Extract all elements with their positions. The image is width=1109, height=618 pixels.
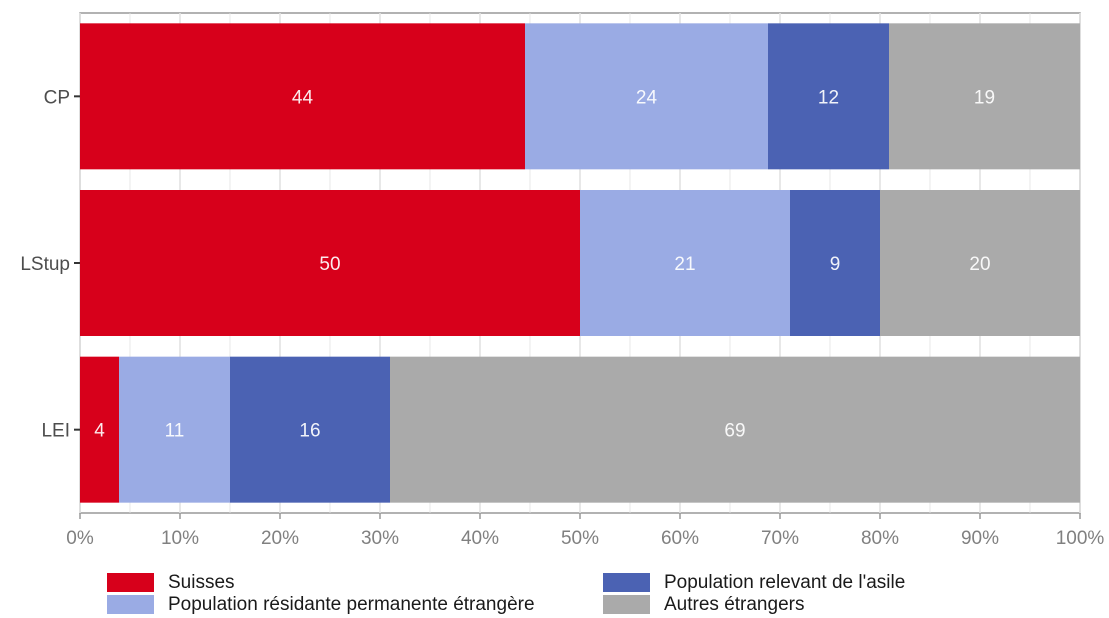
bar-label: 19 bbox=[974, 87, 995, 108]
bar-segment bbox=[119, 356, 230, 503]
bar-labels: 44 24 12 19 50 21 9 20 4 11 16 69 bbox=[94, 87, 995, 441]
bar-label: 9 bbox=[830, 254, 841, 275]
x-tick-label: 40% bbox=[461, 528, 499, 549]
y-tick-label: LStup bbox=[20, 254, 70, 275]
y-tick-label: LEI bbox=[41, 421, 70, 442]
bar-label: 24 bbox=[636, 87, 658, 108]
bar-label: 16 bbox=[299, 421, 320, 442]
bar-segment bbox=[80, 356, 119, 503]
x-tick-label: 50% bbox=[561, 528, 599, 549]
bar-segment bbox=[390, 356, 1080, 503]
bar-segment bbox=[80, 23, 525, 170]
x-tick-label: 80% bbox=[861, 528, 899, 549]
bar-segment bbox=[80, 190, 580, 336]
x-tick-label: 100% bbox=[1056, 528, 1105, 549]
x-tick-label: 90% bbox=[961, 528, 999, 549]
y-axis: CP LStup LEI bbox=[20, 87, 80, 442]
x-tick-label: 0% bbox=[66, 528, 94, 549]
x-tick-label: 20% bbox=[261, 528, 299, 549]
bar-segment bbox=[790, 190, 880, 336]
bar-segment bbox=[525, 23, 768, 170]
bar-label: 4 bbox=[94, 421, 105, 442]
x-axis: 0% 10% 20% 30% 40% 50% 60% 70% 80% 90% 100% bbox=[66, 513, 1104, 549]
bar-segment bbox=[880, 190, 1080, 336]
bar-segment bbox=[768, 23, 889, 170]
x-tick-label: 70% bbox=[761, 528, 799, 549]
bar-label: 21 bbox=[674, 254, 695, 275]
bars bbox=[80, 23, 1080, 503]
bar-segment bbox=[230, 356, 390, 503]
x-tick-label: 10% bbox=[161, 528, 199, 549]
x-tick-label: 60% bbox=[661, 528, 699, 549]
bar-label: 44 bbox=[292, 87, 314, 108]
bar-label: 50 bbox=[319, 254, 340, 275]
bar-segment bbox=[580, 190, 790, 336]
bar-label: 11 bbox=[165, 421, 185, 442]
bar-label: 20 bbox=[969, 254, 990, 275]
x-tick-label: 30% bbox=[361, 528, 399, 549]
y-tick-label: CP bbox=[44, 87, 70, 108]
bar-label: 12 bbox=[818, 87, 839, 108]
bar-segment bbox=[889, 23, 1080, 170]
bar-label: 69 bbox=[724, 421, 745, 442]
